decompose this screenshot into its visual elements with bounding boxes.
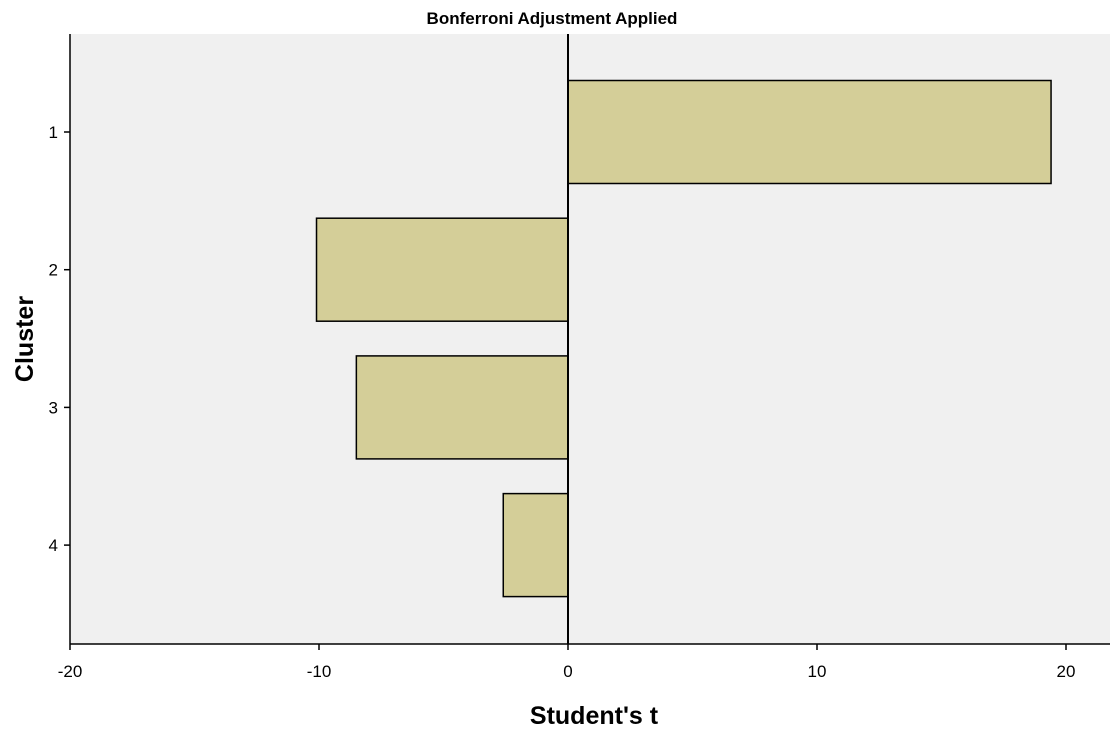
bars-group bbox=[315, 79, 1052, 598]
y-tick-label: 1 bbox=[49, 123, 58, 142]
x-tick-label: 20 bbox=[1057, 662, 1076, 681]
y-axis-ticks: 1 2 3 4 bbox=[49, 123, 70, 555]
y-tick-label: 2 bbox=[49, 261, 58, 280]
bar-cluster-1 bbox=[567, 79, 1052, 185]
x-axis-title: Student's t bbox=[530, 702, 659, 730]
x-tick-label: -20 bbox=[58, 662, 83, 681]
x-tick-label: -10 bbox=[307, 662, 332, 681]
bar-cluster-2 bbox=[315, 217, 569, 322]
y-axis-title: Cluster bbox=[11, 296, 39, 382]
y-tick-label: 3 bbox=[49, 398, 58, 417]
bar-cluster-3 bbox=[355, 355, 569, 460]
bar-cluster-4 bbox=[502, 492, 569, 598]
x-tick-label: 0 bbox=[563, 662, 572, 681]
chart-title: Bonferroni Adjustment Applied bbox=[427, 9, 678, 28]
y-tick-label: 4 bbox=[49, 536, 58, 555]
x-axis-ticks: -20 -10 0 10 20 bbox=[58, 644, 1076, 681]
x-tick-label: 10 bbox=[808, 662, 827, 681]
